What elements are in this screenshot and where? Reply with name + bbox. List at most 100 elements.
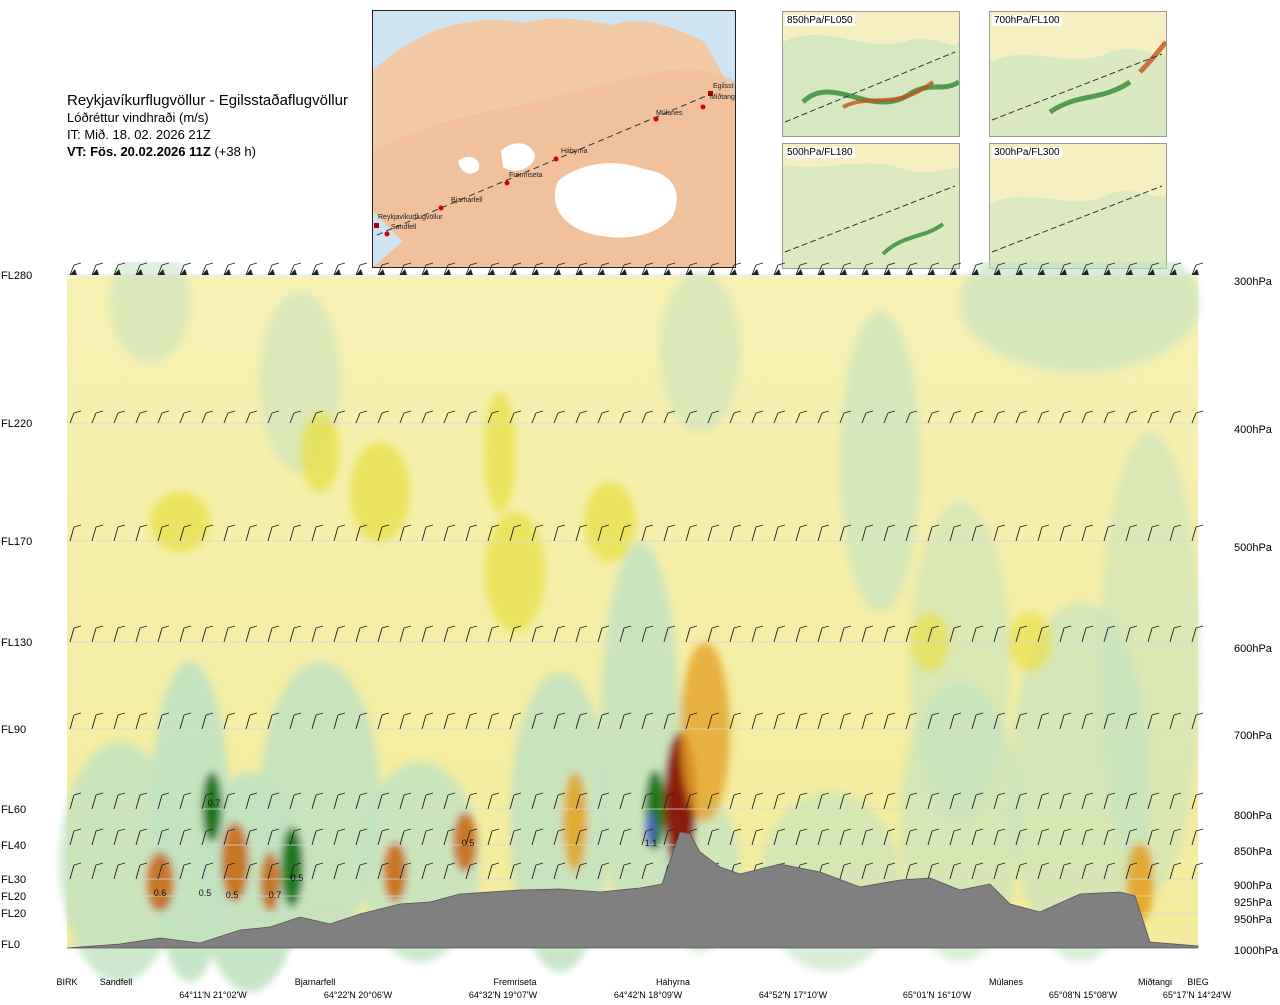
wind-barb [421,862,434,880]
wind-barb [839,828,852,846]
field-blob [960,262,1200,372]
wind-barb [949,712,962,730]
wind-barb [245,792,258,810]
wind-barb [817,712,830,730]
station-label: Múlanes [989,977,1024,987]
wind-barb [91,625,104,643]
wind-barb [91,862,104,880]
wind-barb [289,792,302,810]
wind-barb [1169,410,1182,424]
wind-barb [553,410,566,424]
wind-barb [619,828,632,846]
wind-barb [289,262,302,276]
wind-barb [1015,712,1028,730]
wind-barb [179,262,192,276]
wind-barb [531,524,544,542]
wind-barb [1015,524,1028,542]
wind-barb [69,792,82,810]
wind-barb [245,828,258,846]
wind-barb [993,792,1006,810]
wind-barb [201,792,214,810]
wind-barb [201,712,214,730]
wind-barb [157,410,170,424]
wind-barb [839,712,852,730]
wind-barb [465,410,478,424]
hpa-label: 900hPa [1234,880,1273,892]
wind-barb [883,828,896,846]
wind-barb [685,792,698,810]
wind-barb [773,792,786,810]
wind-barb [707,410,720,424]
wind-barb [355,625,368,643]
wind-barb [91,524,104,542]
station-label: Bjarnarfell [295,977,336,987]
minimap-300: 300hPa/FL300 [989,143,1167,269]
wind-barb [663,625,676,643]
wind-barb [223,712,236,730]
wind-barb [817,792,830,810]
wind-barb [795,410,808,424]
wind-barb [377,712,390,730]
wind-barb [927,262,940,276]
wind-barb [1081,862,1094,880]
wind-barb [927,712,940,730]
wind-barb [1015,828,1028,846]
wind-barb [443,262,456,276]
wind-barb [1059,828,1072,846]
wind-barb [1147,862,1160,880]
wind-barb [531,625,544,643]
fl-label: FL20 [1,908,26,920]
wind-barb [399,792,412,810]
wind-barb [201,625,214,643]
wind-barb [487,262,500,276]
wind-barb [1125,262,1138,276]
wind-barb [1147,410,1160,424]
field-blob [281,827,303,907]
wind-barb [157,828,170,846]
wind-barb [509,712,522,730]
wind-barb [289,524,302,542]
wind-barb [1169,712,1182,730]
wind-barb [1037,625,1050,643]
map-label-bjarnarfell: Bjarnarfell [451,197,483,204]
station-label: Háhyrna [656,977,690,987]
wind-barb [905,262,918,276]
wind-barb [1191,828,1204,846]
wind-barb [553,862,566,880]
wind-barb [377,524,390,542]
wind-barb [993,862,1006,880]
wind-barb [553,828,566,846]
wind-barb [575,828,588,846]
map-label-sandfell: Sandfell [391,224,417,231]
wind-barb [949,625,962,643]
value-annotation: 0.5 [199,888,212,898]
wind-barb [355,262,368,276]
wind-barb [575,712,588,730]
chart-header: Reykjavíkurflugvöllur - Egilsstaðaflugvö… [67,92,387,160]
wind-barb [465,828,478,846]
cross-section-chart: 0.6 0.5 0.5 0.7 0.5 0.5 1.1 0.7 FL280 300hPa FL22… [1,262,1279,1000]
wind-barb [927,410,940,424]
wind-barb [861,712,874,730]
wind-barb [1081,828,1094,846]
minimap-500: 500hPa/FL180 [782,143,960,269]
wind-barb [69,262,82,276]
wind-barb [993,410,1006,424]
wind-barb [839,524,852,542]
wind-barb [1103,862,1116,880]
wind-barb [773,712,786,730]
wind-barb [707,828,720,846]
value-annotation: 0.6 [154,888,167,898]
minimap-label-300: 300hPa/FL300 [992,147,1062,158]
valid-time-label: VT: Fös. 20.02.2026 11Z [67,144,211,159]
field-blob [202,772,222,842]
wind-barb [113,410,126,424]
wind-barb [135,792,148,810]
wind-barb [553,262,566,276]
map-label-egilsst: Egilsst [713,83,734,90]
wind-barb [795,712,808,730]
wind-barb [399,262,412,276]
wind-barb [861,262,874,276]
wind-barb [201,524,214,542]
wind-barb [443,524,456,542]
